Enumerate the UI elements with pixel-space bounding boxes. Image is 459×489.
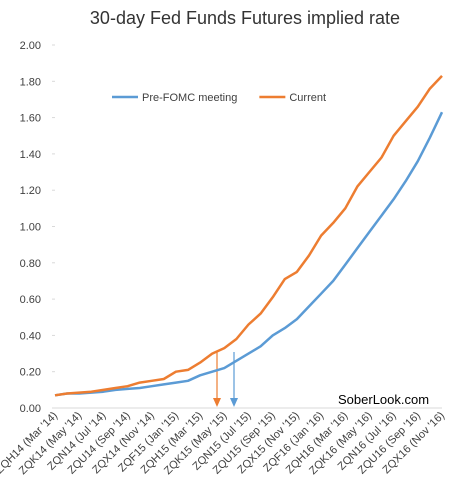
y-tick-label: 0.80 <box>20 258 41 270</box>
arrows <box>213 352 238 407</box>
annotation: SoberLook.com <box>338 392 429 407</box>
line-series <box>54 75 443 397</box>
y-tick-label: 1.00 <box>20 222 41 234</box>
legend-label: Pre-FOMC meeting <box>142 92 237 104</box>
line-series <box>54 111 444 397</box>
y-tick-label: 0.60 <box>20 294 41 306</box>
y-tick-label: 1.80 <box>20 76 41 88</box>
y-tick-label: 0.40 <box>20 330 41 342</box>
y-tick-label: 1.20 <box>20 185 41 197</box>
legend-label: Current <box>289 92 326 104</box>
y-tick-label: 1.40 <box>20 149 41 161</box>
y-tick-label: 0.20 <box>20 367 41 379</box>
y-tick-label: 0.00 <box>20 403 41 415</box>
chart-title: 30-day Fed Funds Futures implied rate <box>90 8 400 28</box>
y-tick-label: 1.60 <box>20 113 41 125</box>
y-tick-label: 2.00 <box>20 40 41 52</box>
